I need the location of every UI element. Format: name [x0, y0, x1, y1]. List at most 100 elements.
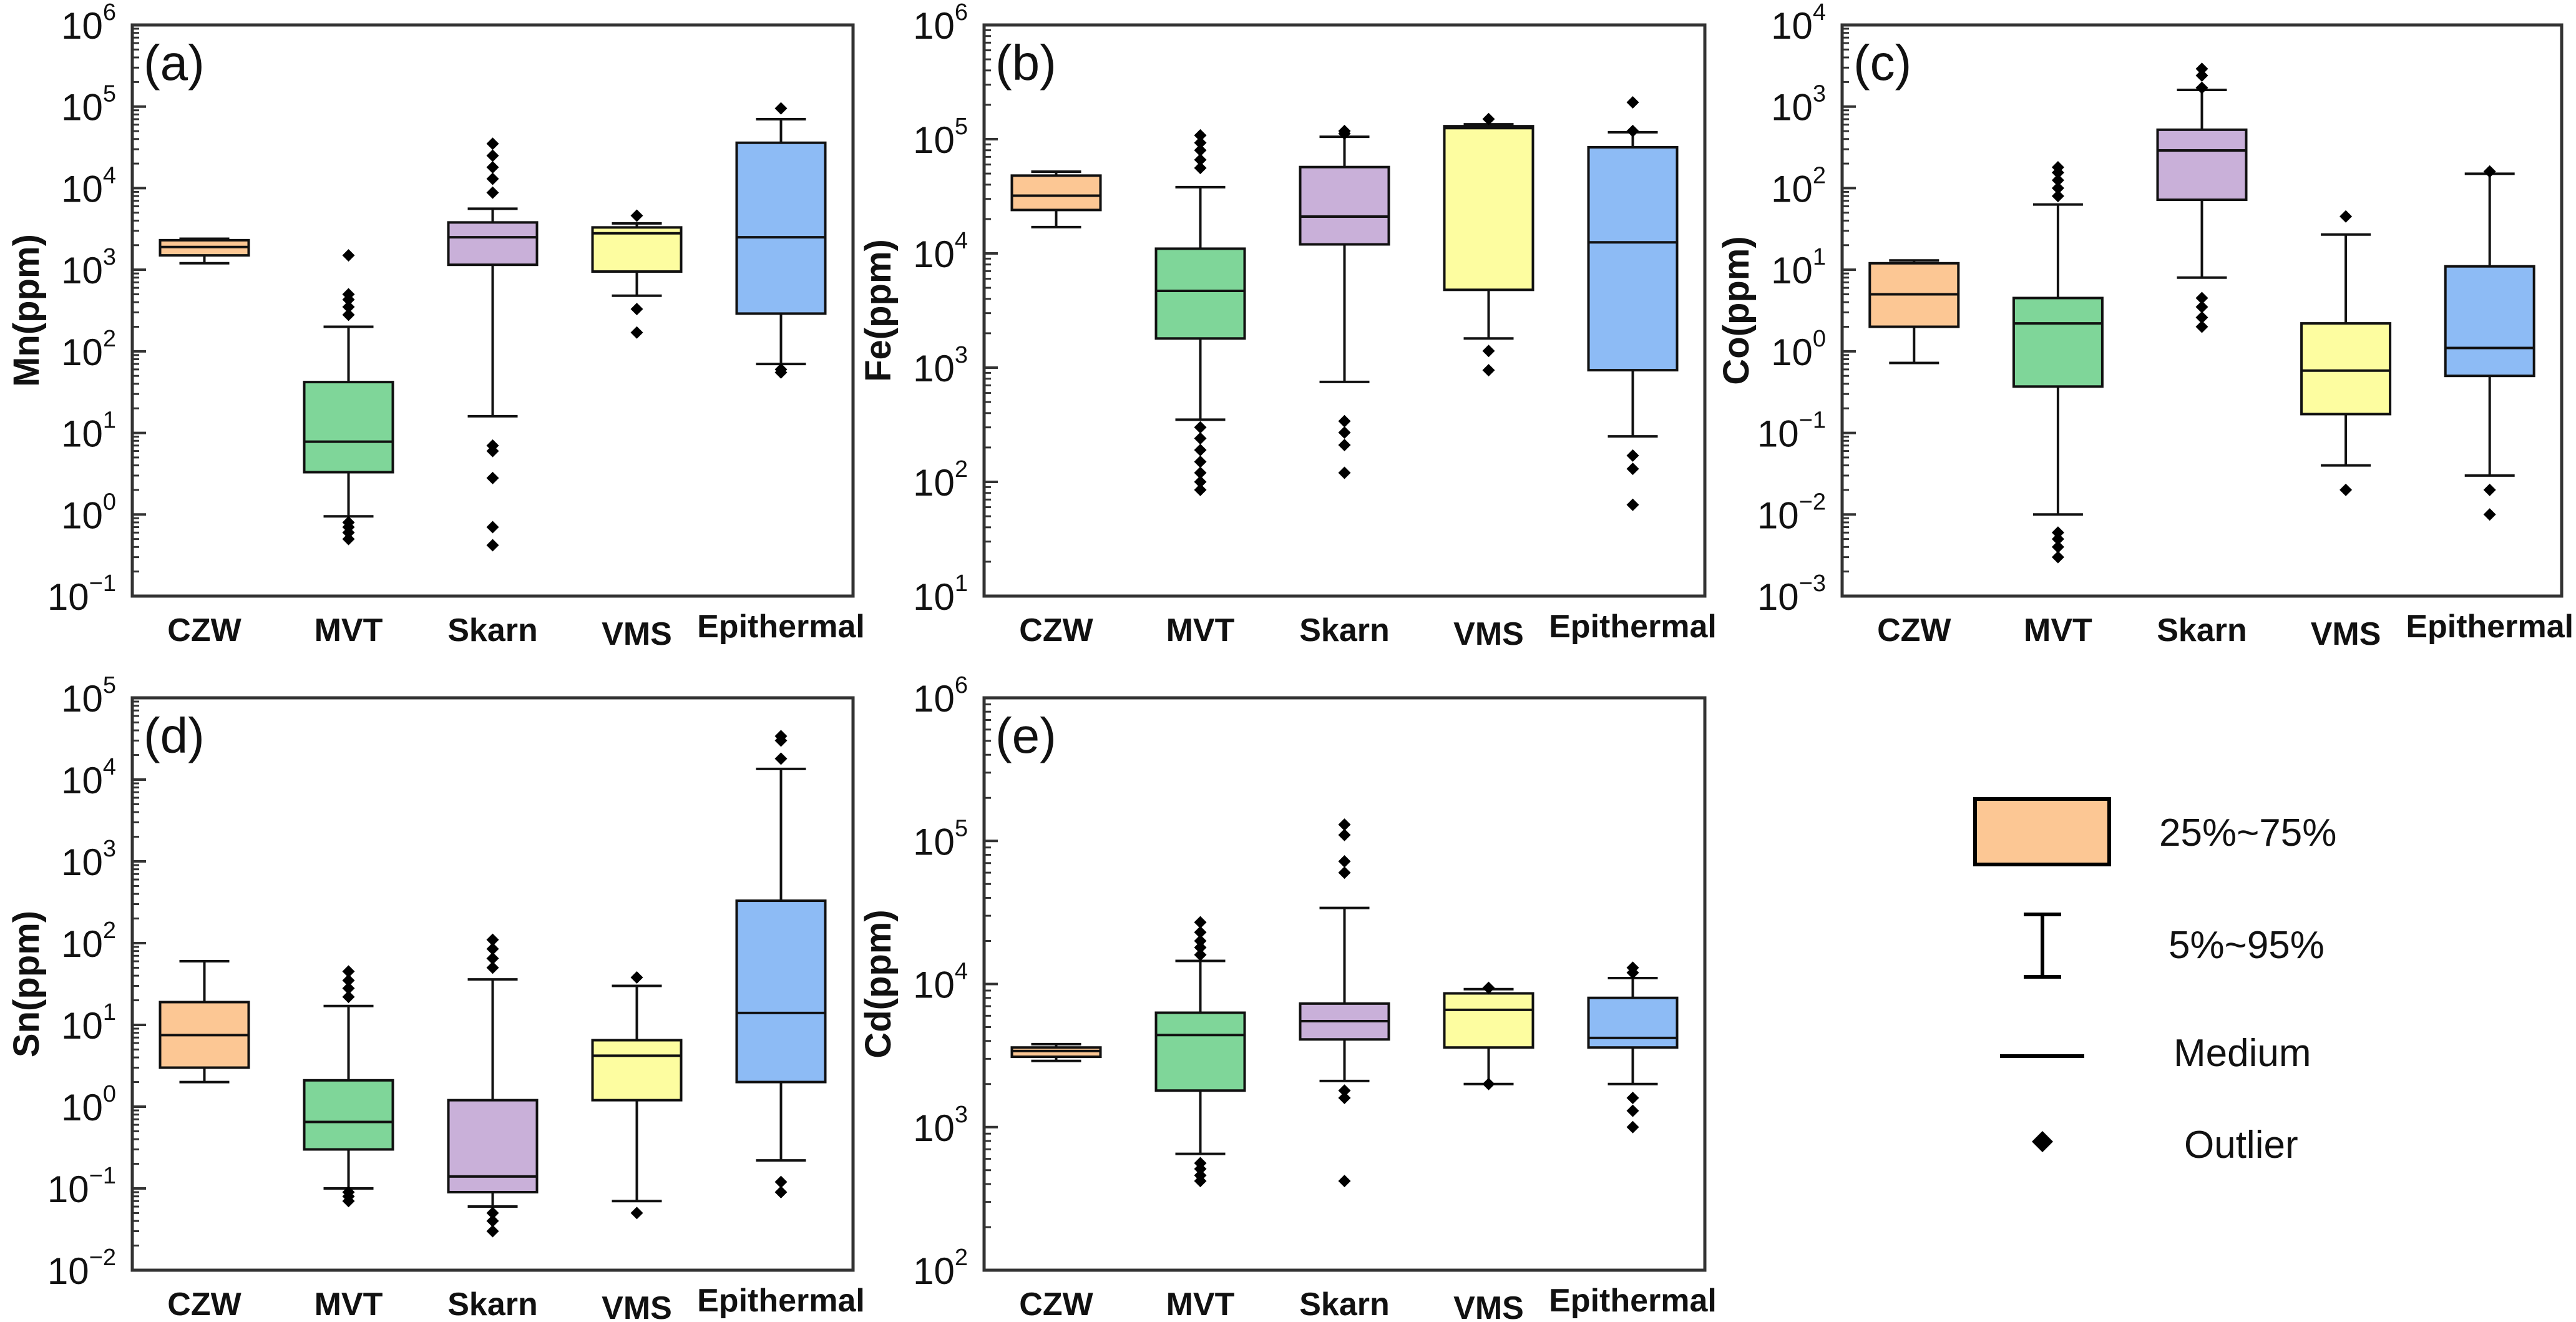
legend-outlier-label: Outlier	[2184, 1124, 2298, 1167]
panel-a-category-label-skarn: Skarn	[447, 612, 538, 649]
legend: 25%~75% 5%~95% Medium Outlier	[1973, 797, 2336, 1167]
panel-e-outlier-mvt	[1194, 1169, 1207, 1182]
panel-d-outlier-mvt	[342, 974, 355, 987]
panel-b-outlier-mvt	[1194, 162, 1207, 175]
panel-d-category-label-vms: VMS	[602, 1290, 672, 1322]
panel-a-box-mvt	[303, 249, 394, 546]
panel-a-outlier-mvt	[342, 308, 355, 321]
panel-c-ytick-label: 100	[1771, 326, 1826, 373]
panel-b-outlier-mvt	[1194, 129, 1207, 142]
panel-d-iqr-skarn	[447, 1099, 539, 1193]
panel-c-outlier-skarn	[2195, 62, 2208, 76]
panel-b-outlier-skarn	[1338, 466, 1351, 479]
panel-a-outlier-vms	[630, 303, 643, 316]
panel-a-box-vms	[591, 209, 683, 339]
panel-d-category-label-skarn: Skarn	[447, 1286, 538, 1322]
panel-e-outlier-epithermal	[1626, 961, 1639, 974]
panel-e-outlier-mvt	[1194, 926, 1207, 939]
panel-c-outlier-mvt	[2051, 551, 2064, 564]
panel-b-outlier-skarn	[1338, 439, 1351, 452]
panel-a-outlier-vms	[630, 209, 643, 222]
panel-a-ytick-label: 102	[61, 326, 116, 373]
panel-e-outlier-skarn	[1338, 818, 1351, 831]
panel-c-ytick-label: 10−3	[1757, 570, 1826, 618]
panel-b-category-label-skarn: Skarn	[1299, 612, 1390, 649]
panel-b-outlier-epithermal	[1626, 96, 1639, 109]
legend-whisker-symbol	[2024, 913, 2061, 979]
panel-c-box-vms	[2300, 210, 2392, 496]
panel-a-outlier-skarn	[486, 439, 499, 452]
panel-b-box-mvt	[1154, 129, 1246, 496]
panel-e-iqr-mvt	[1154, 1011, 1246, 1092]
panel-d-box-epithermal	[735, 730, 827, 1198]
panel-d-box-czw	[159, 960, 250, 1084]
panel-a-iqr-mvt	[303, 381, 394, 474]
panel-b-ytick-label: 101	[913, 570, 968, 618]
panel-e-category-label-mvt: MVT	[1166, 1286, 1235, 1322]
panel-b-outlier-epithermal	[1626, 449, 1639, 462]
panel-d-outlier-epithermal	[774, 752, 788, 765]
panel-e-iqr-vms	[1443, 992, 1534, 1049]
panel-a-category-label-czw: CZW	[167, 612, 242, 649]
panel-a-ytick-label: 105	[61, 81, 116, 129]
panel-b-iqr-epithermal	[1587, 145, 1679, 372]
panel-e-outlier-skarn	[1338, 1091, 1351, 1104]
panel-e-outlier-mvt	[1194, 948, 1207, 961]
panel-a-tag: (a)	[144, 35, 205, 91]
panel-a-outlier-mvt	[342, 516, 355, 529]
panel-c-ytick-label: 103	[1771, 81, 1826, 129]
panel-b-box-skarn	[1299, 124, 1390, 479]
panel-a-outlier-epithermal	[774, 102, 788, 115]
panel-b-outlier-vms	[1482, 112, 1495, 125]
panel-d-outlier-epithermal	[774, 1175, 788, 1188]
panel-c-box-skarn	[2156, 62, 2248, 333]
panel-d-ytick-label: 103	[61, 836, 116, 883]
panel-b-outlier-mvt	[1194, 466, 1207, 479]
panel-d-outlier-vms	[630, 971, 643, 984]
panel-e-category-label-skarn: Skarn	[1299, 1286, 1390, 1322]
panel-b-outlier-vms	[1482, 345, 1495, 358]
panel-b-ytick-label: 105	[913, 114, 968, 161]
panel-a-box-czw	[159, 237, 250, 265]
panel-e-outlier-skarn	[1338, 1175, 1351, 1188]
panel-a-outlier-skarn	[486, 172, 499, 185]
panel-c-outlier-mvt	[2051, 532, 2064, 546]
panel-c-outlier-mvt	[2051, 182, 2064, 195]
panel-b-tag: (b)	[995, 35, 1056, 91]
legend-whisker-label: 5%~95%	[2169, 924, 2325, 967]
panel-e-outlier-vms	[1482, 981, 1495, 994]
panel-d-ytick-label: 102	[61, 918, 116, 965]
panel-d-outlier-mvt	[342, 1185, 355, 1198]
panel-c-outlier-vms	[2339, 210, 2353, 223]
panel-d-ytick-label: 105	[61, 672, 116, 720]
panel-a-outlier-vms	[630, 326, 643, 339]
panel-a-category-label-vms: VMS	[602, 616, 672, 652]
panel-e-outlier-mvt	[1194, 941, 1207, 954]
panel-b-outlier-skarn	[1338, 124, 1351, 137]
panel-e-category-label-vms: VMS	[1453, 1290, 1524, 1322]
panel-d-outlier-skarn	[486, 952, 499, 965]
panel-e-outlier-skarn	[1338, 866, 1351, 879]
panel-a-outlier-mvt	[342, 249, 355, 262]
panel-e-outlier-epithermal	[1626, 1091, 1639, 1104]
panel-a-outlier-epithermal	[774, 363, 788, 376]
panel-a-ytick-label: 10−1	[47, 570, 116, 618]
legend-box-label: 25%~75%	[2159, 811, 2336, 854]
panel-d-ytick-label: 101	[61, 999, 116, 1047]
panel-e-ylabel: Cd(ppm)	[858, 909, 899, 1058]
panel-d-ytick-label: 10−2	[47, 1245, 116, 1292]
panel-d-frame	[130, 696, 855, 1272]
panel-e-outlier-skarn	[1338, 854, 1351, 868]
panel-a-frame	[130, 23, 855, 598]
panel-d-ytick-label: 10−1	[47, 1163, 116, 1210]
panel-c-ytick-label: 10−1	[1757, 408, 1826, 455]
panel-d: 10−2 10−1 100 101 102 103 104 105 Sn(ppm) (d) CZW M…	[6, 672, 865, 1322]
panel-d-iqr-mvt	[303, 1079, 394, 1151]
panel-b-frame	[982, 23, 1707, 598]
panel-c-outlier-mvt	[2051, 541, 2064, 554]
panel-c-outlier-vms	[2339, 483, 2353, 496]
panel-a-outlier-mvt	[342, 288, 355, 301]
panel-d-iqr-vms	[591, 1039, 683, 1102]
panel-e-box-skarn	[1299, 818, 1390, 1188]
panel-d-ytick-label: 100	[61, 1081, 116, 1129]
